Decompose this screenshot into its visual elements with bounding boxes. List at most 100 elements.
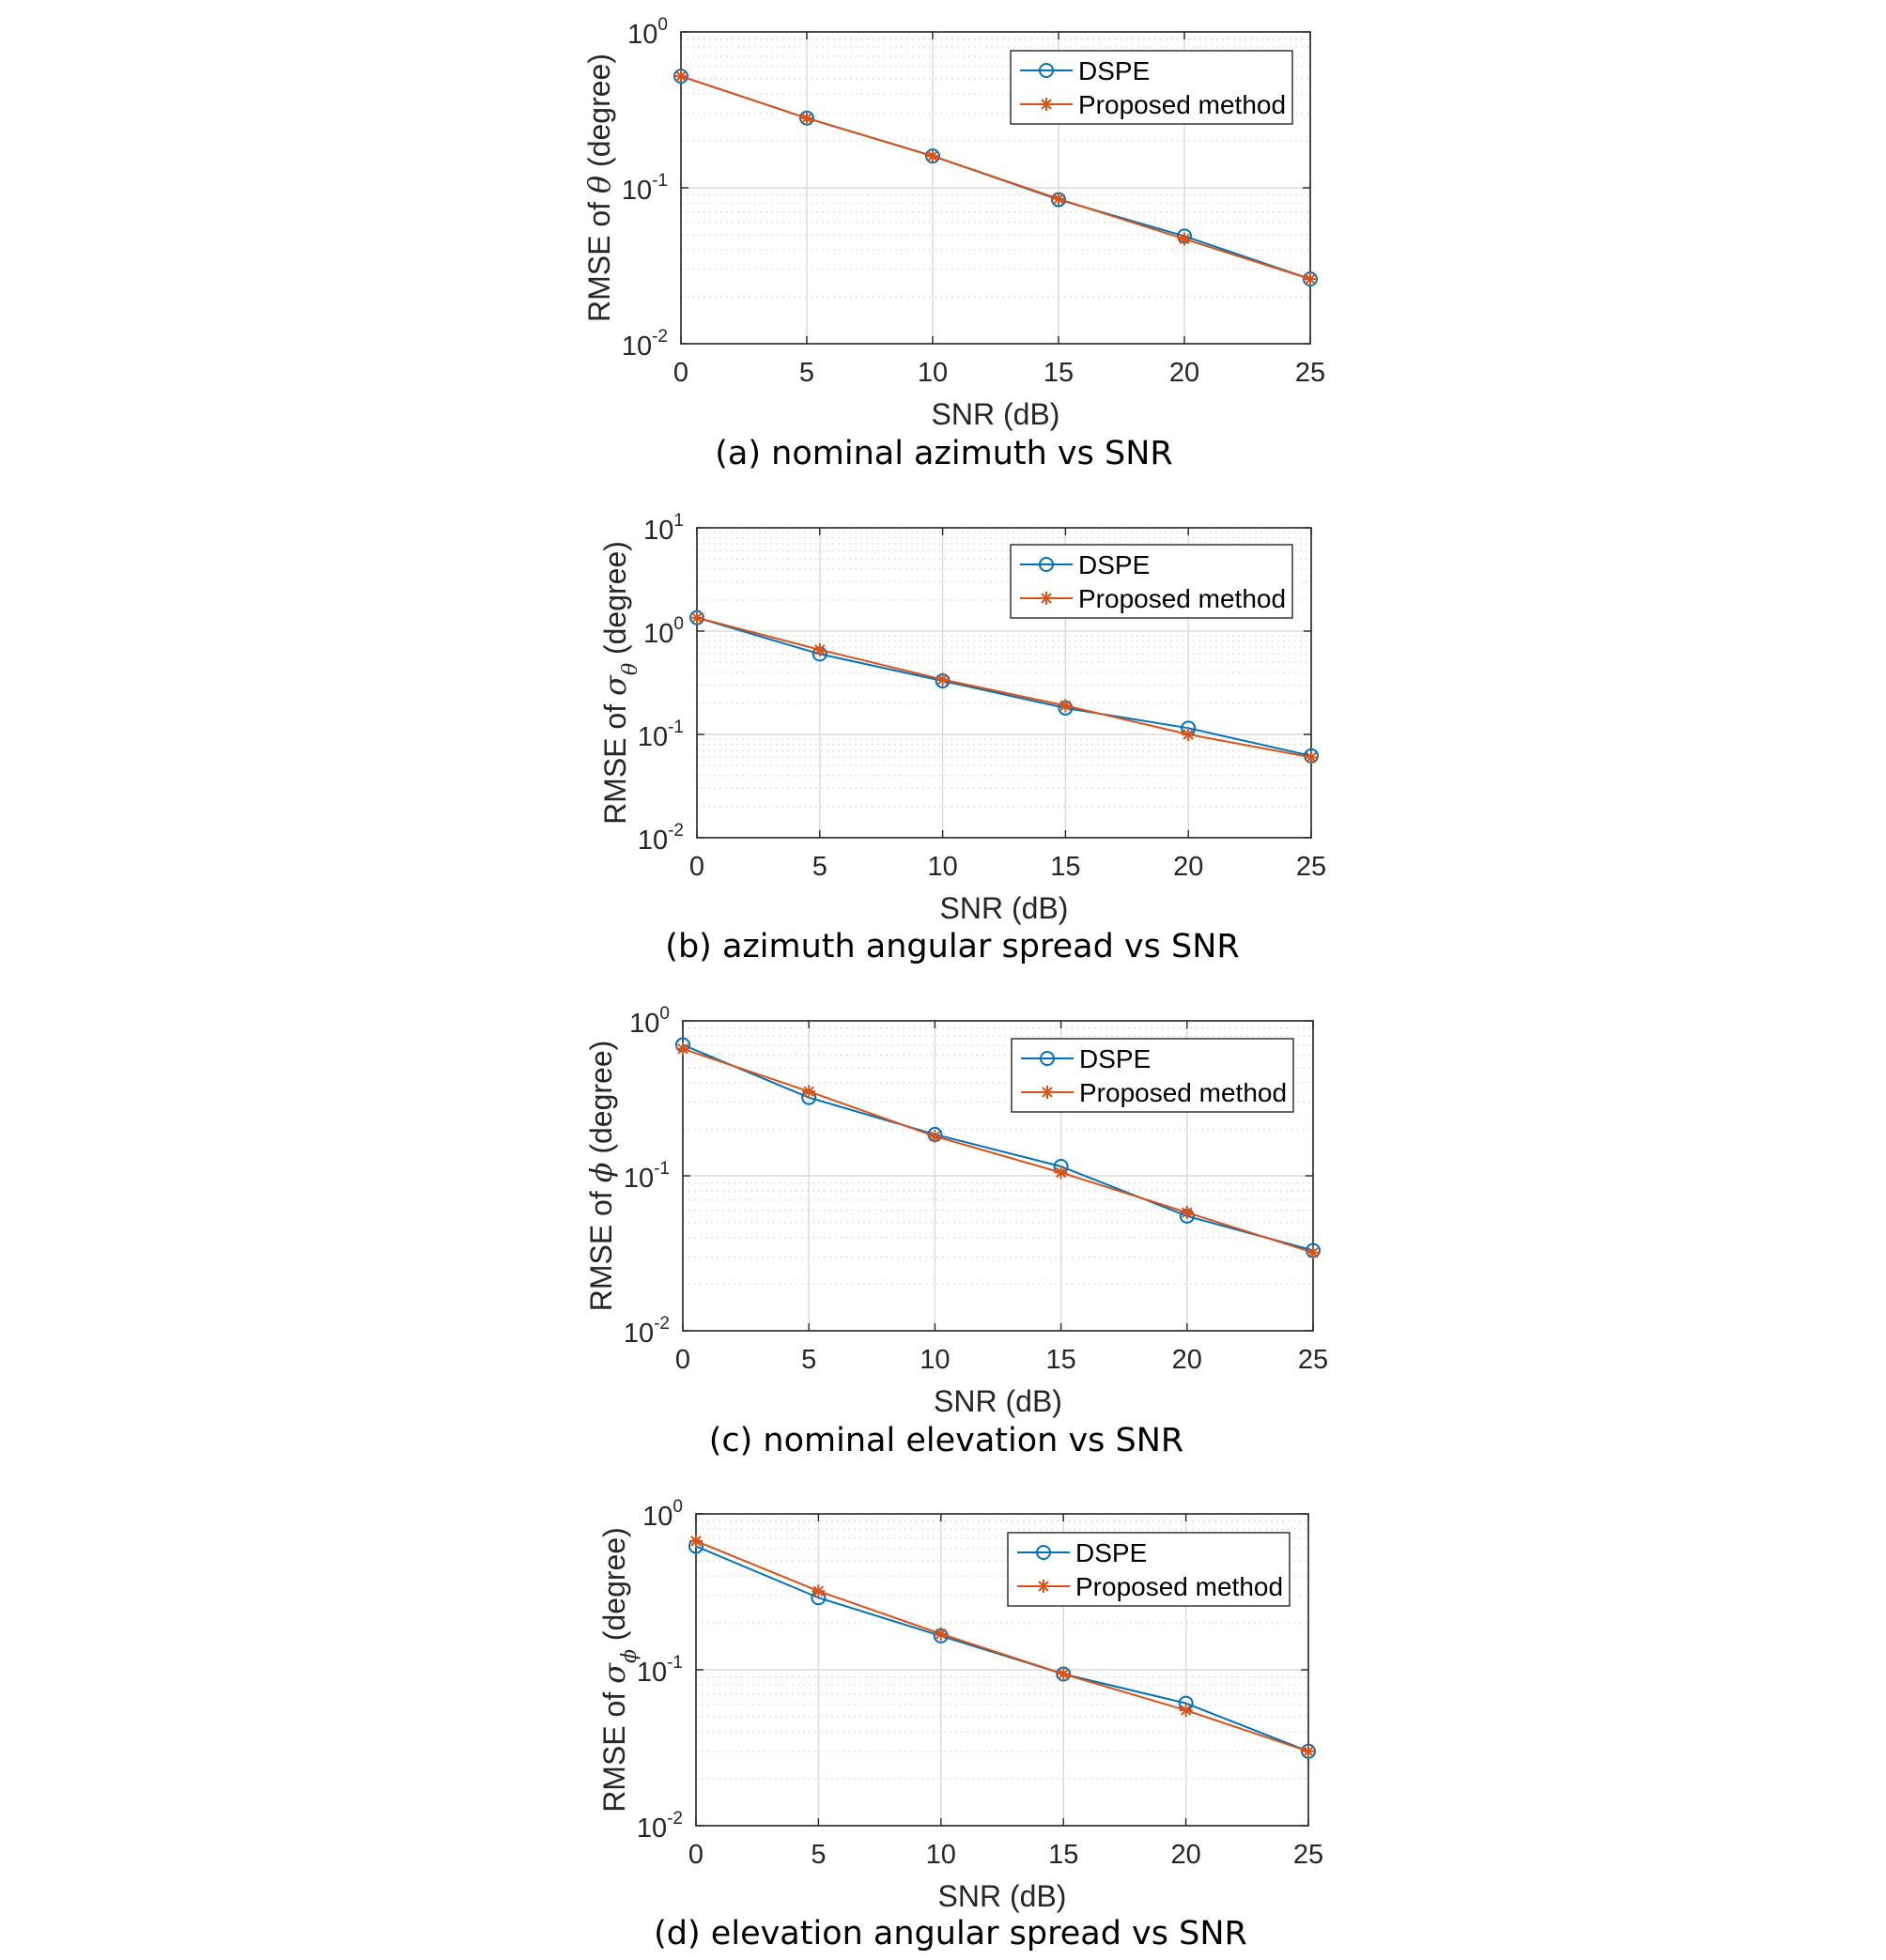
y-tick-base: 10 bbox=[627, 20, 657, 50]
figure-caption: (d) elevation angular spread vs SNR bbox=[654, 1915, 1247, 1952]
data-point-asterisk bbox=[1059, 699, 1073, 713]
x-tick-label: 15 bbox=[1050, 852, 1080, 882]
series-line bbox=[680, 75, 1311, 281]
data-point-asterisk bbox=[926, 149, 939, 163]
x-tick-label: 0 bbox=[689, 852, 704, 882]
series-asterisk bbox=[689, 1534, 1315, 1758]
asterisk-stroke bbox=[1303, 1746, 1314, 1757]
x-tick-label: 5 bbox=[799, 358, 814, 388]
x-axis-label: SNR (dB) bbox=[934, 1384, 1062, 1418]
asterisk-stroke bbox=[1307, 1246, 1319, 1258]
y-label-prefix: RMSE of bbox=[582, 193, 616, 322]
asterisk-stroke bbox=[1038, 1581, 1049, 1592]
legend-box bbox=[1011, 1038, 1294, 1113]
x-tick-label: 0 bbox=[673, 358, 688, 388]
y-tick-exponent: -2 bbox=[668, 821, 684, 841]
asterisk-stroke bbox=[801, 113, 812, 124]
x-tick-label: 0 bbox=[675, 1345, 690, 1375]
data-point-asterisk bbox=[800, 111, 813, 125]
y-label-prefix: RMSE of bbox=[584, 1182, 618, 1311]
x-axis-label: SNR (dB) bbox=[940, 891, 1069, 925]
data-point-asterisk bbox=[928, 1129, 942, 1143]
data-point-asterisk bbox=[1180, 1206, 1194, 1220]
y-tick-base: 10 bbox=[637, 1813, 667, 1844]
data-point-asterisk bbox=[1305, 750, 1318, 764]
y-tick-exponent: -2 bbox=[654, 1314, 670, 1334]
x-tick-label: 15 bbox=[1048, 1840, 1078, 1870]
y-axis-label: RMSE of ϕ (degree) bbox=[583, 1041, 619, 1312]
x-tick-label: 20 bbox=[1170, 1840, 1200, 1870]
data-point-asterisk bbox=[1306, 1245, 1320, 1259]
data-point-asterisk bbox=[689, 1534, 703, 1548]
y-tick-exponent: -1 bbox=[654, 1159, 670, 1179]
data-point-asterisk bbox=[1179, 1704, 1193, 1718]
y-tick-label: 10-2 bbox=[637, 1809, 683, 1844]
x-tick-label: 10 bbox=[918, 358, 948, 388]
legend-entry-label: DSPE bbox=[1078, 550, 1150, 579]
x-tick-label: 0 bbox=[688, 1840, 703, 1870]
asterisk-stroke bbox=[814, 644, 826, 656]
legend-box bbox=[1010, 544, 1293, 619]
y-label-symbol: ϕ bbox=[583, 1162, 619, 1182]
legend-box bbox=[1010, 50, 1293, 125]
legend-entry-label: Proposed method bbox=[1079, 1078, 1287, 1107]
y-tick-base: 10 bbox=[643, 619, 673, 649]
x-tick-label: 25 bbox=[1295, 358, 1325, 388]
y-axis-label: RMSE of σϕ (degree) bbox=[596, 1527, 642, 1813]
y-axis-label: RMSE of θ (degree) bbox=[581, 54, 617, 322]
y-label-subscript: ϕ bbox=[618, 1649, 642, 1663]
legend: DSPE Proposed method bbox=[1007, 1532, 1291, 1607]
y-tick-exponent: 0 bbox=[673, 614, 684, 634]
legend-entry-label: DSPE bbox=[1078, 56, 1150, 85]
series-asterisk bbox=[690, 610, 1318, 764]
x-tick-label: 10 bbox=[926, 1840, 956, 1870]
legend-marker-asterisk bbox=[1040, 98, 1053, 111]
y-tick-exponent: 0 bbox=[659, 1004, 670, 1024]
asterisk-stroke bbox=[1053, 193, 1064, 205]
asterisk-stroke bbox=[1059, 700, 1072, 712]
y-tick-exponent: -1 bbox=[667, 1653, 683, 1673]
asterisk-stroke bbox=[927, 150, 938, 162]
legend-marker-asterisk bbox=[1041, 1086, 1054, 1099]
y-tick-label: 100 bbox=[643, 614, 684, 649]
asterisk-stroke bbox=[1041, 99, 1052, 110]
data-point-asterisk bbox=[676, 1042, 689, 1056]
series-line bbox=[695, 1545, 1309, 1752]
x-axis-label: SNR (dB) bbox=[932, 397, 1060, 431]
y-tick-exponent: 0 bbox=[672, 1497, 683, 1517]
y-label-prefix: RMSE of bbox=[597, 1684, 631, 1813]
series-line bbox=[696, 616, 1312, 759]
y-label-prefix: RMSE of bbox=[598, 696, 632, 825]
y-tick-exponent: -2 bbox=[667, 1809, 683, 1829]
data-point-asterisk bbox=[1182, 728, 1196, 741]
y-label-subscript: θ bbox=[619, 663, 642, 675]
data-point-asterisk bbox=[1302, 1744, 1315, 1758]
asterisk-stroke bbox=[929, 1131, 941, 1142]
data-point-asterisk bbox=[934, 1627, 948, 1641]
legend-entry-label: DSPE bbox=[1075, 1538, 1147, 1567]
data-point-asterisk bbox=[935, 672, 950, 687]
x-tick-label: 20 bbox=[1172, 1345, 1202, 1375]
y-label-suffix: (degree) bbox=[597, 1527, 631, 1649]
legend-entry-label: DSPE bbox=[1079, 1044, 1151, 1073]
data-point-asterisk bbox=[674, 69, 688, 84]
data-point-asterisk bbox=[1052, 192, 1065, 206]
series-line bbox=[696, 616, 1312, 757]
asterisk-stroke bbox=[1058, 1668, 1069, 1680]
asterisk-stroke bbox=[1180, 1705, 1192, 1716]
x-tick-label: 25 bbox=[1296, 852, 1326, 882]
y-tick-label: 100 bbox=[629, 1004, 670, 1039]
y-tick-label: 101 bbox=[643, 511, 684, 546]
x-tick-label: 25 bbox=[1293, 1840, 1323, 1870]
y-tick-label: 10-1 bbox=[637, 1653, 683, 1688]
asterisk-stroke bbox=[1055, 1166, 1067, 1179]
y-tick-label: 100 bbox=[642, 1497, 683, 1532]
legend-marker-circle bbox=[1040, 1051, 1055, 1066]
y-tick-base: 10 bbox=[638, 722, 668, 752]
legend-marker-circle bbox=[1036, 1545, 1051, 1560]
data-point-asterisk bbox=[1304, 272, 1317, 286]
data-point-asterisk bbox=[812, 1584, 826, 1598]
